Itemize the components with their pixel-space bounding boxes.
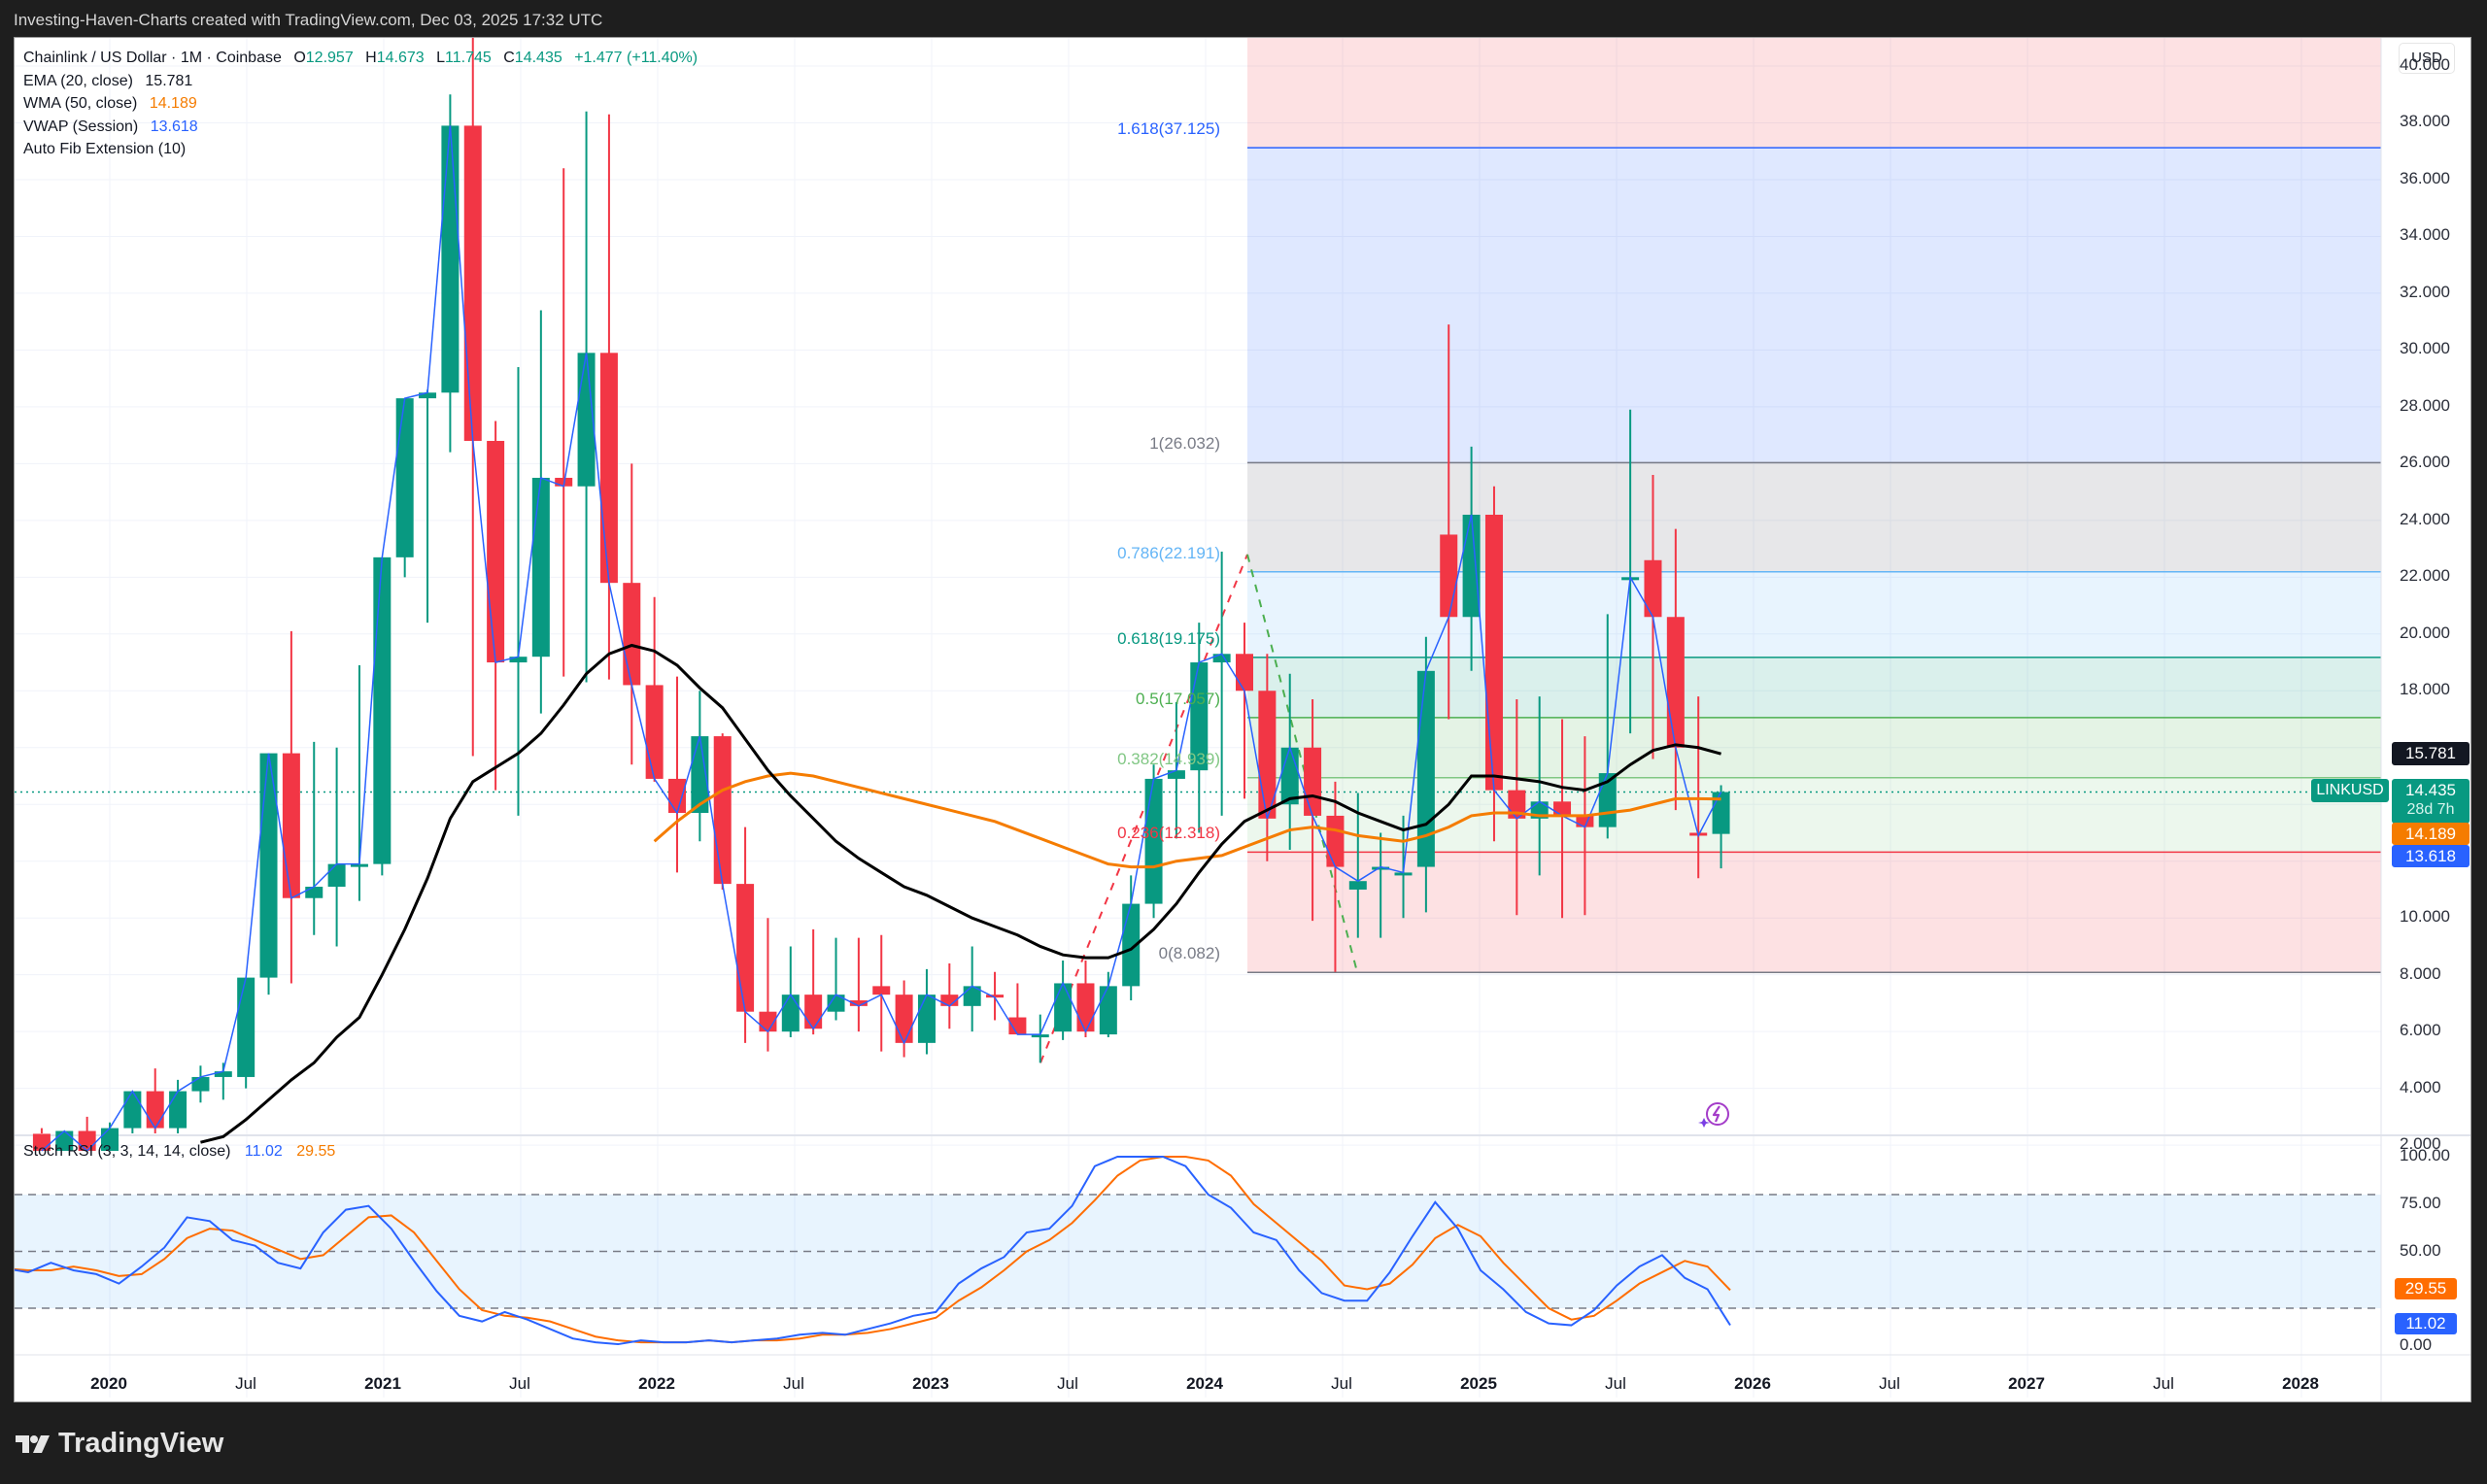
fib-level-label: 0(8.082)	[1158, 944, 1220, 963]
chart-attribution: Investing-Haven-Charts created with Trad…	[14, 11, 603, 29]
time-tick: 2028	[2282, 1374, 2319, 1393]
price-tick: 8.000	[2400, 963, 2441, 983]
time-tick: Jul	[1879, 1374, 1900, 1393]
tradingview-logo-icon	[16, 1434, 50, 1453]
price-tick: 4.000	[2400, 1077, 2441, 1096]
price-tick: 30.000	[2400, 339, 2450, 358]
time-tick: 2022	[638, 1374, 675, 1393]
time-tick: 2027	[2008, 1374, 2045, 1393]
wma-legend-row[interactable]: WMA (50, close) 14.189	[23, 95, 197, 112]
fib-level-label: 0.236(12.318)	[1117, 824, 1220, 843]
stoch-d-value: 29.55	[296, 1143, 336, 1160]
price-tick: 34.000	[2400, 225, 2450, 245]
open-value: 12.957	[305, 50, 354, 66]
price-tick: 32.000	[2400, 282, 2450, 301]
time-tick: 2024	[1186, 1374, 1223, 1393]
price-tick: 28.000	[2400, 395, 2450, 415]
time-tick: Jul	[1331, 1374, 1352, 1393]
price-tick: 2.000	[2400, 1134, 2441, 1154]
time-tick: Jul	[2153, 1374, 2174, 1393]
vwap-price-tag: 13.618	[2392, 845, 2470, 867]
stoch-d-tag: 29.55	[2395, 1278, 2457, 1299]
fib-legend-row[interactable]: Auto Fib Extension (10)	[23, 141, 187, 157]
price-tick: 24.000	[2400, 509, 2450, 528]
price-tick: 36.000	[2400, 168, 2450, 187]
price-chart-canvas[interactable]	[15, 38, 2471, 1402]
fib-level-label: 0.618(19.175)	[1117, 628, 1220, 648]
price-tick: 18.000	[2400, 680, 2450, 699]
wma-value: 14.189	[149, 95, 197, 112]
time-tick: Jul	[509, 1374, 530, 1393]
time-tick: 2023	[912, 1374, 949, 1393]
tradingview-wordmark: TradingView	[58, 1428, 224, 1459]
chart-legend: Chainlink / US Dollar · 1M · Coinbase O1…	[23, 47, 698, 161]
close-value: 14.435	[514, 50, 562, 66]
vwap-value: 13.618	[150, 118, 198, 135]
currency-button[interactable]: USD	[2399, 43, 2455, 74]
fib-level-label: 0.382(14.939)	[1117, 749, 1220, 768]
last-price-tag: 14.435 28d 7h	[2392, 779, 2470, 824]
stoch-k-tag: 11.02	[2395, 1313, 2457, 1334]
time-tick: Jul	[235, 1374, 256, 1393]
price-tick: 40.000	[2400, 55, 2450, 74]
time-tick: Jul	[1057, 1374, 1078, 1393]
time-tick: 2026	[1734, 1374, 1771, 1393]
ema-price-tag: 15.781	[2392, 742, 2470, 765]
time-tick: 2025	[1460, 1374, 1497, 1393]
price-tick: 20.000	[2400, 623, 2450, 642]
ema-value: 15.781	[145, 72, 193, 89]
price-tick: 26.000	[2400, 453, 2450, 472]
time-tick: 2021	[364, 1374, 401, 1393]
stoch-tick: 100.00	[2400, 1146, 2450, 1164]
time-tick: Jul	[783, 1374, 804, 1393]
ohlc-legend-row[interactable]: Chainlink / US Dollar · 1M · Coinbase O1…	[23, 50, 698, 66]
fib-level-label: 0.5(17.057)	[1136, 689, 1220, 708]
change-value: +1.477 (+11.40%)	[574, 50, 698, 66]
stoch-tick: 50.00	[2400, 1240, 2441, 1260]
stoch-tick: 0.00	[2400, 1335, 2433, 1354]
lightning-icon[interactable]	[1698, 1101, 1731, 1133]
wma-price-tag: 14.189	[2392, 823, 2470, 845]
stoch-rsi-legend[interactable]: Stoch RSI (3, 3, 14, 14, close) 11.02 29…	[23, 1143, 336, 1160]
symbol-tag: LINKUSD	[2311, 779, 2389, 802]
price-tick: 6.000	[2400, 1021, 2441, 1040]
vwap-legend-row[interactable]: VWAP (Session) 13.618	[23, 118, 198, 135]
stoch-tick: 75.00	[2400, 1193, 2441, 1212]
low-value: 11.745	[445, 50, 492, 66]
bar-countdown: 28d 7h	[2406, 801, 2455, 818]
fib-level-label: 0.786(22.191)	[1117, 543, 1220, 562]
tradingview-logo[interactable]: TradingView	[16, 1428, 223, 1460]
stoch-k-value: 11.02	[244, 1143, 283, 1160]
ema-legend-row[interactable]: EMA (20, close) 15.781	[23, 72, 193, 89]
price-tick: 22.000	[2400, 566, 2450, 586]
time-tick: Jul	[1605, 1374, 1626, 1393]
fib-level-label: 1.618(37.125)	[1117, 119, 1220, 139]
fib-level-label: 1(26.032)	[1149, 434, 1220, 454]
chart-frame[interactable]	[14, 37, 2471, 1402]
symbol-title[interactable]: Chainlink / US Dollar · 1M · Coinbase	[23, 50, 282, 66]
price-tick: 38.000	[2400, 112, 2450, 131]
high-value: 14.673	[376, 50, 425, 66]
time-tick: 2020	[90, 1374, 127, 1393]
last-price: 14.435	[2405, 781, 2456, 799]
price-tick: 10.000	[2400, 907, 2450, 927]
